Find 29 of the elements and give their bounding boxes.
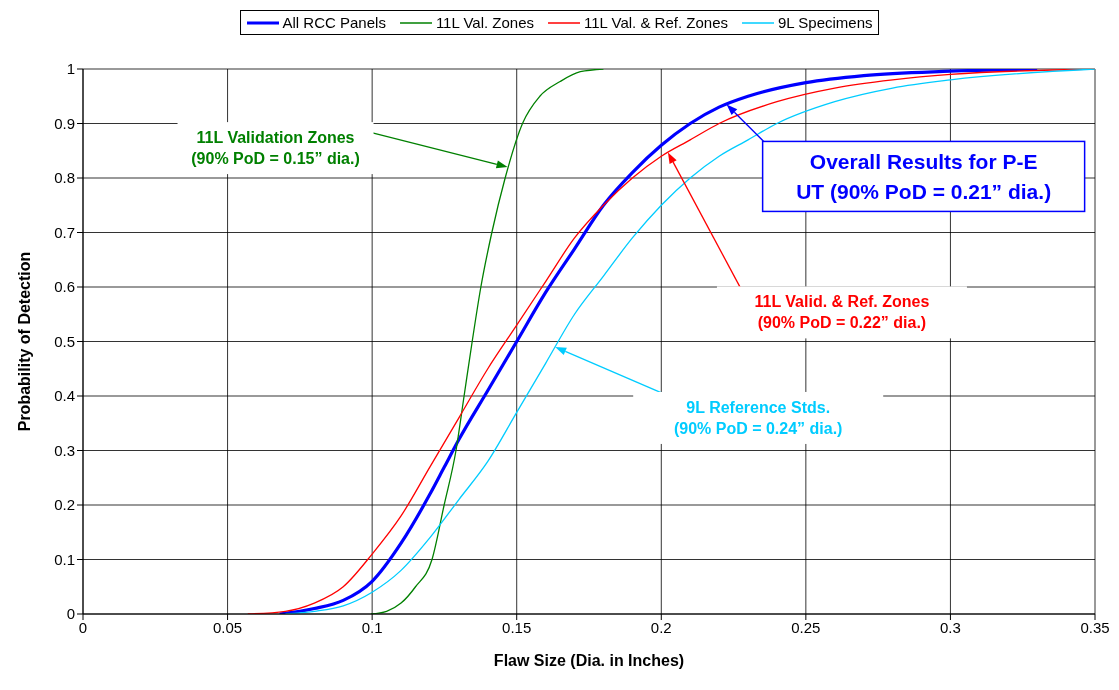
legend-label: 11L Val. Zones — [435, 14, 535, 31]
y-tick-label: 0 — [66, 605, 75, 623]
x-tick-label: 0.2 — [650, 618, 672, 636]
x-axis-title: Flaw Size (Dia. in Inches) — [493, 652, 685, 669]
x-tick-label: 0.1 — [361, 618, 383, 636]
y-tick-label: 0.7 — [54, 223, 75, 241]
y-tick-label: 1 — [66, 60, 75, 78]
y-tick-label: 0.5 — [54, 332, 75, 350]
annotation: Overall Results for P-E UT (90% PoD = 0.21” dia.) — [796, 149, 1052, 203]
y-tick-label: 0.9 — [54, 114, 75, 132]
y-tick-label: 0.2 — [54, 496, 75, 514]
x-tick-label: 0.3 — [940, 618, 961, 636]
y-tick-label: 0.1 — [54, 550, 75, 568]
y-axis-title: Probability of Detection — [16, 251, 33, 432]
y-tick-label: 0.6 — [54, 278, 75, 296]
legend-label: 11L Val. & Ref. Zones — [584, 14, 728, 31]
y-tick-label: 0.3 — [54, 441, 75, 459]
x-tick-label: 0.35 — [1080, 618, 1110, 636]
x-tick-label: 0 — [78, 618, 88, 636]
legend-label: 9L Specimens — [777, 14, 873, 31]
annotation: 9L Reference Stds. (90% PoD = 0.24” dia.) — [673, 399, 843, 438]
x-tick-label: 0.05 — [212, 618, 243, 636]
y-tick-label: 0.8 — [54, 169, 75, 187]
x-tick-label: 0.15 — [502, 618, 532, 636]
y-tick-label: 0.4 — [54, 387, 75, 405]
x-tick-label: 0.25 — [791, 618, 821, 636]
annotation: 11L Valid. & Ref. Zones (90% PoD = 0.22” dia.) — [754, 293, 930, 332]
legend-label: All RCC Panels — [282, 14, 386, 31]
annotation: 11L Validation Zones (90% PoD = 0.15” dia.) — [191, 129, 360, 168]
